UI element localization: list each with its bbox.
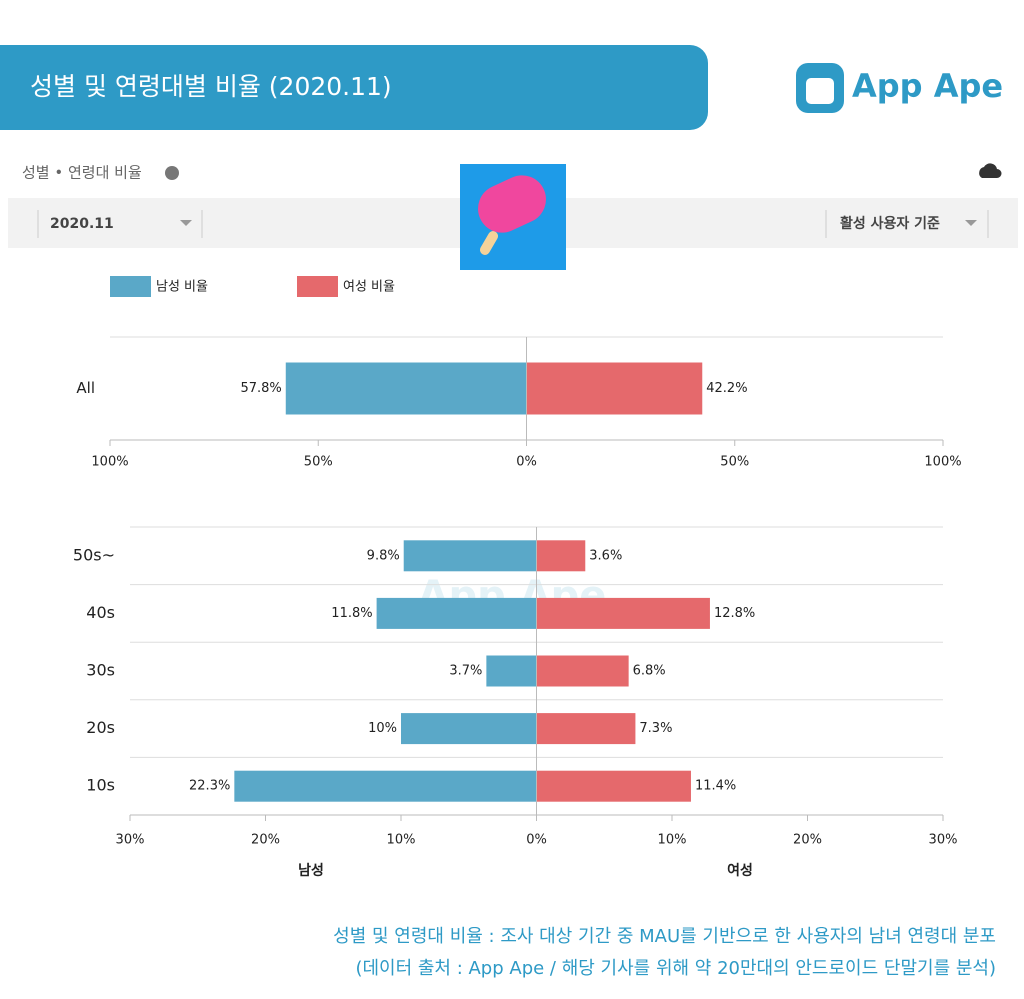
x-tick-label: 30% xyxy=(116,833,145,848)
app-icon-pop xyxy=(478,175,546,233)
period-select[interactable]: 2020.11 xyxy=(50,216,114,232)
footer-line: 성별 및 연령대 비율 : 조사 대상 기간 중 MAU를 기반으로 한 사용자… xyxy=(333,926,996,947)
category-label: 50s~ xyxy=(73,545,115,564)
footer-line: (데이터 출처 : App Ape / 해당 기사를 위해 약 20만대의 안드… xyxy=(355,958,996,979)
legend-label: 여성 비율 xyxy=(343,280,395,295)
bar xyxy=(401,713,537,745)
x-tick-label: 100% xyxy=(924,455,961,470)
x-tick-label: 10% xyxy=(387,833,416,848)
value-label: 11.8% xyxy=(331,606,372,621)
bar xyxy=(285,362,527,415)
category-label: 40s xyxy=(86,603,115,622)
x-tick-label: 10% xyxy=(658,833,687,848)
value-label: 3.6% xyxy=(589,548,622,563)
bar xyxy=(234,770,537,802)
bar xyxy=(536,713,636,745)
bar xyxy=(536,655,629,687)
x-axis-label: 여성 xyxy=(727,862,753,879)
x-tick-label: 30% xyxy=(929,833,958,848)
category-label: 20s xyxy=(86,718,115,737)
download-icon[interactable] xyxy=(979,163,1002,178)
bar xyxy=(376,597,537,629)
x-tick-label: 20% xyxy=(793,833,822,848)
legend-label: 남성 비율 xyxy=(156,280,208,295)
x-tick-label: 50% xyxy=(720,455,749,470)
value-label: 57.8% xyxy=(240,381,281,396)
value-label: 42.2% xyxy=(706,381,747,396)
legend-swatch xyxy=(110,276,151,297)
logo-text: App Ape xyxy=(852,67,1003,105)
value-label: 7.3% xyxy=(639,721,672,736)
value-label: 12.8% xyxy=(714,606,755,621)
x-axis-label: 남성 xyxy=(298,862,324,879)
category-label: 10s xyxy=(86,776,115,795)
bar xyxy=(536,597,710,629)
category-label: All xyxy=(76,379,95,397)
bar xyxy=(536,540,586,572)
x-tick-label: 0% xyxy=(526,833,547,848)
x-tick-label: 50% xyxy=(304,455,333,470)
bar xyxy=(536,770,691,802)
header-banner xyxy=(0,45,708,130)
value-label: 22.3% xyxy=(189,779,230,794)
category-label: 30s xyxy=(86,661,115,680)
logo-face xyxy=(806,78,834,104)
legend-swatch xyxy=(297,276,338,297)
value-label: 9.8% xyxy=(367,548,400,563)
basis-select[interactable]: 활성 사용자 기준 xyxy=(840,215,940,232)
panel-title: 성별 • 연령대 비율 xyxy=(22,164,142,182)
app-icon-stick xyxy=(480,231,498,255)
value-label: 3.7% xyxy=(449,664,482,679)
value-label: 10% xyxy=(368,721,397,736)
x-tick-label: 0% xyxy=(516,455,537,470)
dropdown-arrow xyxy=(180,220,192,226)
bar xyxy=(486,655,537,687)
bar xyxy=(403,540,537,572)
x-tick-label: 100% xyxy=(91,455,128,470)
dropdown-arrow xyxy=(965,220,977,226)
value-label: 11.4% xyxy=(695,779,736,794)
bar xyxy=(526,362,703,415)
x-tick-label: 20% xyxy=(251,833,280,848)
header-title: 성별 및 연령대별 비율 (2020.11) xyxy=(30,72,392,101)
help-icon[interactable] xyxy=(165,166,179,180)
value-label: 6.8% xyxy=(633,664,666,679)
